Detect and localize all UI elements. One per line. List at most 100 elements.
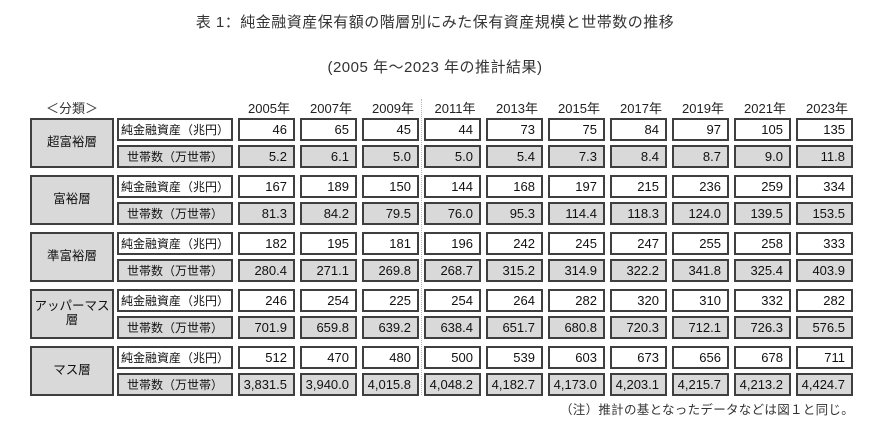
- value-cell: 280.4: [238, 259, 295, 282]
- value-cell: 182: [238, 232, 295, 255]
- year-header: 2011年: [434, 101, 476, 116]
- value-cell: 215: [610, 175, 667, 198]
- row-label-assets: 純金融資産（兆円）: [117, 232, 233, 255]
- value-cell: 259: [734, 175, 791, 198]
- year-header: 2009年: [372, 101, 414, 116]
- value-cell: 246: [238, 289, 295, 312]
- table-row-assets: 純金融資産（兆円） 167 189 150 144 168 197 215 236 259 334: [117, 175, 853, 198]
- row-label-households: 世帯数（万世帯）: [117, 259, 233, 282]
- value-cell: 258: [734, 232, 791, 255]
- value-cell: 320: [610, 289, 667, 312]
- tier-group: 富裕層 純金融資産（兆円） 167 189 150 144 168 197 215 236 259 3…: [30, 175, 858, 225]
- value-cell: 84.2: [300, 202, 357, 225]
- value-cell: 167: [238, 175, 295, 198]
- table-row-assets: 純金融資産（兆円） 182 195 181 196 242 245 247 255 258 333: [117, 232, 853, 255]
- table-row-households: 世帯数（万世帯） 5.2 6.1 5.0 5.0 5.4 7.3 8.4 8.7 9.0 11.8: [117, 145, 853, 168]
- value-cell: 333: [796, 232, 853, 255]
- table-row-households: 世帯数（万世帯） 81.3 84.2 79.5 76.0 95.3 114.4 118.3 12…: [117, 202, 853, 225]
- value-cell: 4,182.7: [486, 373, 543, 396]
- value-cell: 84: [610, 118, 667, 141]
- value-cell: 7.3: [548, 145, 605, 168]
- row-label-assets: 純金融資産（兆円）: [117, 289, 233, 312]
- year-header: 2021年: [744, 101, 786, 116]
- value-cell: 639.2: [362, 316, 419, 339]
- value-cell: 712.1: [672, 316, 729, 339]
- value-cell: 181: [362, 232, 419, 255]
- table-row-households: 世帯数（万世帯） 280.4 271.1 269.8 268.7 315.2 314.9 32…: [117, 259, 853, 282]
- wealth-tier-table: ＜分類＞ 2005年 2007年 2009年 2011年 2013年 2015年 2017年…: [30, 99, 858, 403]
- row-label-households: 世帯数（万世帯）: [117, 202, 233, 225]
- tier-label: 準富裕層: [30, 232, 114, 282]
- value-cell: 341.8: [672, 259, 729, 282]
- year-header: 2017年: [620, 101, 662, 116]
- value-cell: 73: [486, 118, 543, 141]
- value-cell: 720.3: [610, 316, 667, 339]
- value-cell: 168: [486, 175, 543, 198]
- value-cell: 197: [548, 175, 605, 198]
- value-cell: 97: [672, 118, 729, 141]
- value-cell: 268.7: [424, 259, 481, 282]
- value-cell: 315.2: [486, 259, 543, 282]
- value-cell: 189: [300, 175, 357, 198]
- footnote: （注）推計の基となったデータなどは図１と同じ。: [559, 403, 854, 417]
- year-header: 2019年: [682, 101, 724, 116]
- value-cell: 45: [362, 118, 419, 141]
- value-cell: 118.3: [610, 202, 667, 225]
- value-cell: 325.4: [734, 259, 791, 282]
- tier-groups: 超富裕層 純金融資産（兆円） 46 65 45 44 73 75 84 97 105 135 世帯数（万…: [30, 118, 858, 396]
- value-cell: 638.4: [424, 316, 481, 339]
- value-cell: 9.0: [734, 145, 791, 168]
- value-cell: 8.4: [610, 145, 667, 168]
- row-label-assets: 純金融資産（兆円）: [117, 118, 233, 141]
- value-cell: 651.7: [486, 316, 543, 339]
- value-cell: 269.8: [362, 259, 419, 282]
- value-cell: 196: [424, 232, 481, 255]
- year-header-row: 2005年 2007年 2009年 2011年 2013年 2015年 2017年 2019年…: [238, 98, 858, 117]
- value-cell: 105: [734, 118, 791, 141]
- value-cell: 711: [796, 346, 853, 369]
- value-cell: 75: [548, 118, 605, 141]
- value-cell: 76.0: [424, 202, 481, 225]
- value-cell: 310: [672, 289, 729, 312]
- table-row-assets: 純金融資産（兆円） 512 470 480 500 539 603 673 656 678 711: [117, 346, 853, 369]
- year-header: 2023年: [806, 101, 848, 116]
- table-header-row: ＜分類＞ 2005年 2007年 2009年 2011年 2013年 2015年 2017年…: [30, 99, 858, 116]
- tier-label: マス層: [30, 346, 114, 396]
- year-header: 2005年: [248, 101, 290, 116]
- page-break-dotted-line: [421, 99, 422, 395]
- tier-group: 準富裕層 純金融資産（兆円） 182 195 181 196 242 245 247 255 258…: [30, 232, 858, 282]
- row-label-assets: 純金融資産（兆円）: [117, 346, 233, 369]
- value-cell: 701.9: [238, 316, 295, 339]
- row-label-households: 世帯数（万世帯）: [117, 316, 233, 339]
- value-cell: 576.5: [796, 316, 853, 339]
- row-label-assets: 純金融資産（兆円）: [117, 175, 233, 198]
- value-cell: 65: [300, 118, 357, 141]
- year-header: 2013年: [496, 101, 538, 116]
- value-cell: 150: [362, 175, 419, 198]
- value-cell: 334: [796, 175, 853, 198]
- value-cell: 5.0: [362, 145, 419, 168]
- value-cell: 4,173.0: [548, 373, 605, 396]
- value-cell: 254: [300, 289, 357, 312]
- value-cell: 512: [238, 346, 295, 369]
- classification-header: ＜分類＞: [45, 101, 98, 116]
- value-cell: 245: [548, 232, 605, 255]
- value-cell: 500: [424, 346, 481, 369]
- value-cell: 4,424.7: [796, 373, 853, 396]
- value-cell: 539: [486, 346, 543, 369]
- value-cell: 271.1: [300, 259, 357, 282]
- value-cell: 5.2: [238, 145, 295, 168]
- value-cell: 81.3: [238, 202, 295, 225]
- table-row-assets: 純金融資産（兆円） 246 254 225 254 264 282 320 310 332 282: [117, 289, 853, 312]
- tier-group: マス層 純金融資産（兆円） 512 470 480 500 539 603 673 656 678 7…: [30, 346, 858, 396]
- value-cell: 322.2: [610, 259, 667, 282]
- value-cell: 8.7: [672, 145, 729, 168]
- value-cell: 656: [672, 346, 729, 369]
- value-cell: 3,831.5: [238, 373, 295, 396]
- tier-label: アッパーマス層: [30, 289, 114, 339]
- value-cell: 3,940.0: [300, 373, 357, 396]
- table-row-assets: 純金融資産（兆円） 46 65 45 44 73 75 84 97 105 135: [117, 118, 853, 141]
- tier-label: 超富裕層: [30, 118, 114, 168]
- value-cell: 44: [424, 118, 481, 141]
- value-cell: 46: [238, 118, 295, 141]
